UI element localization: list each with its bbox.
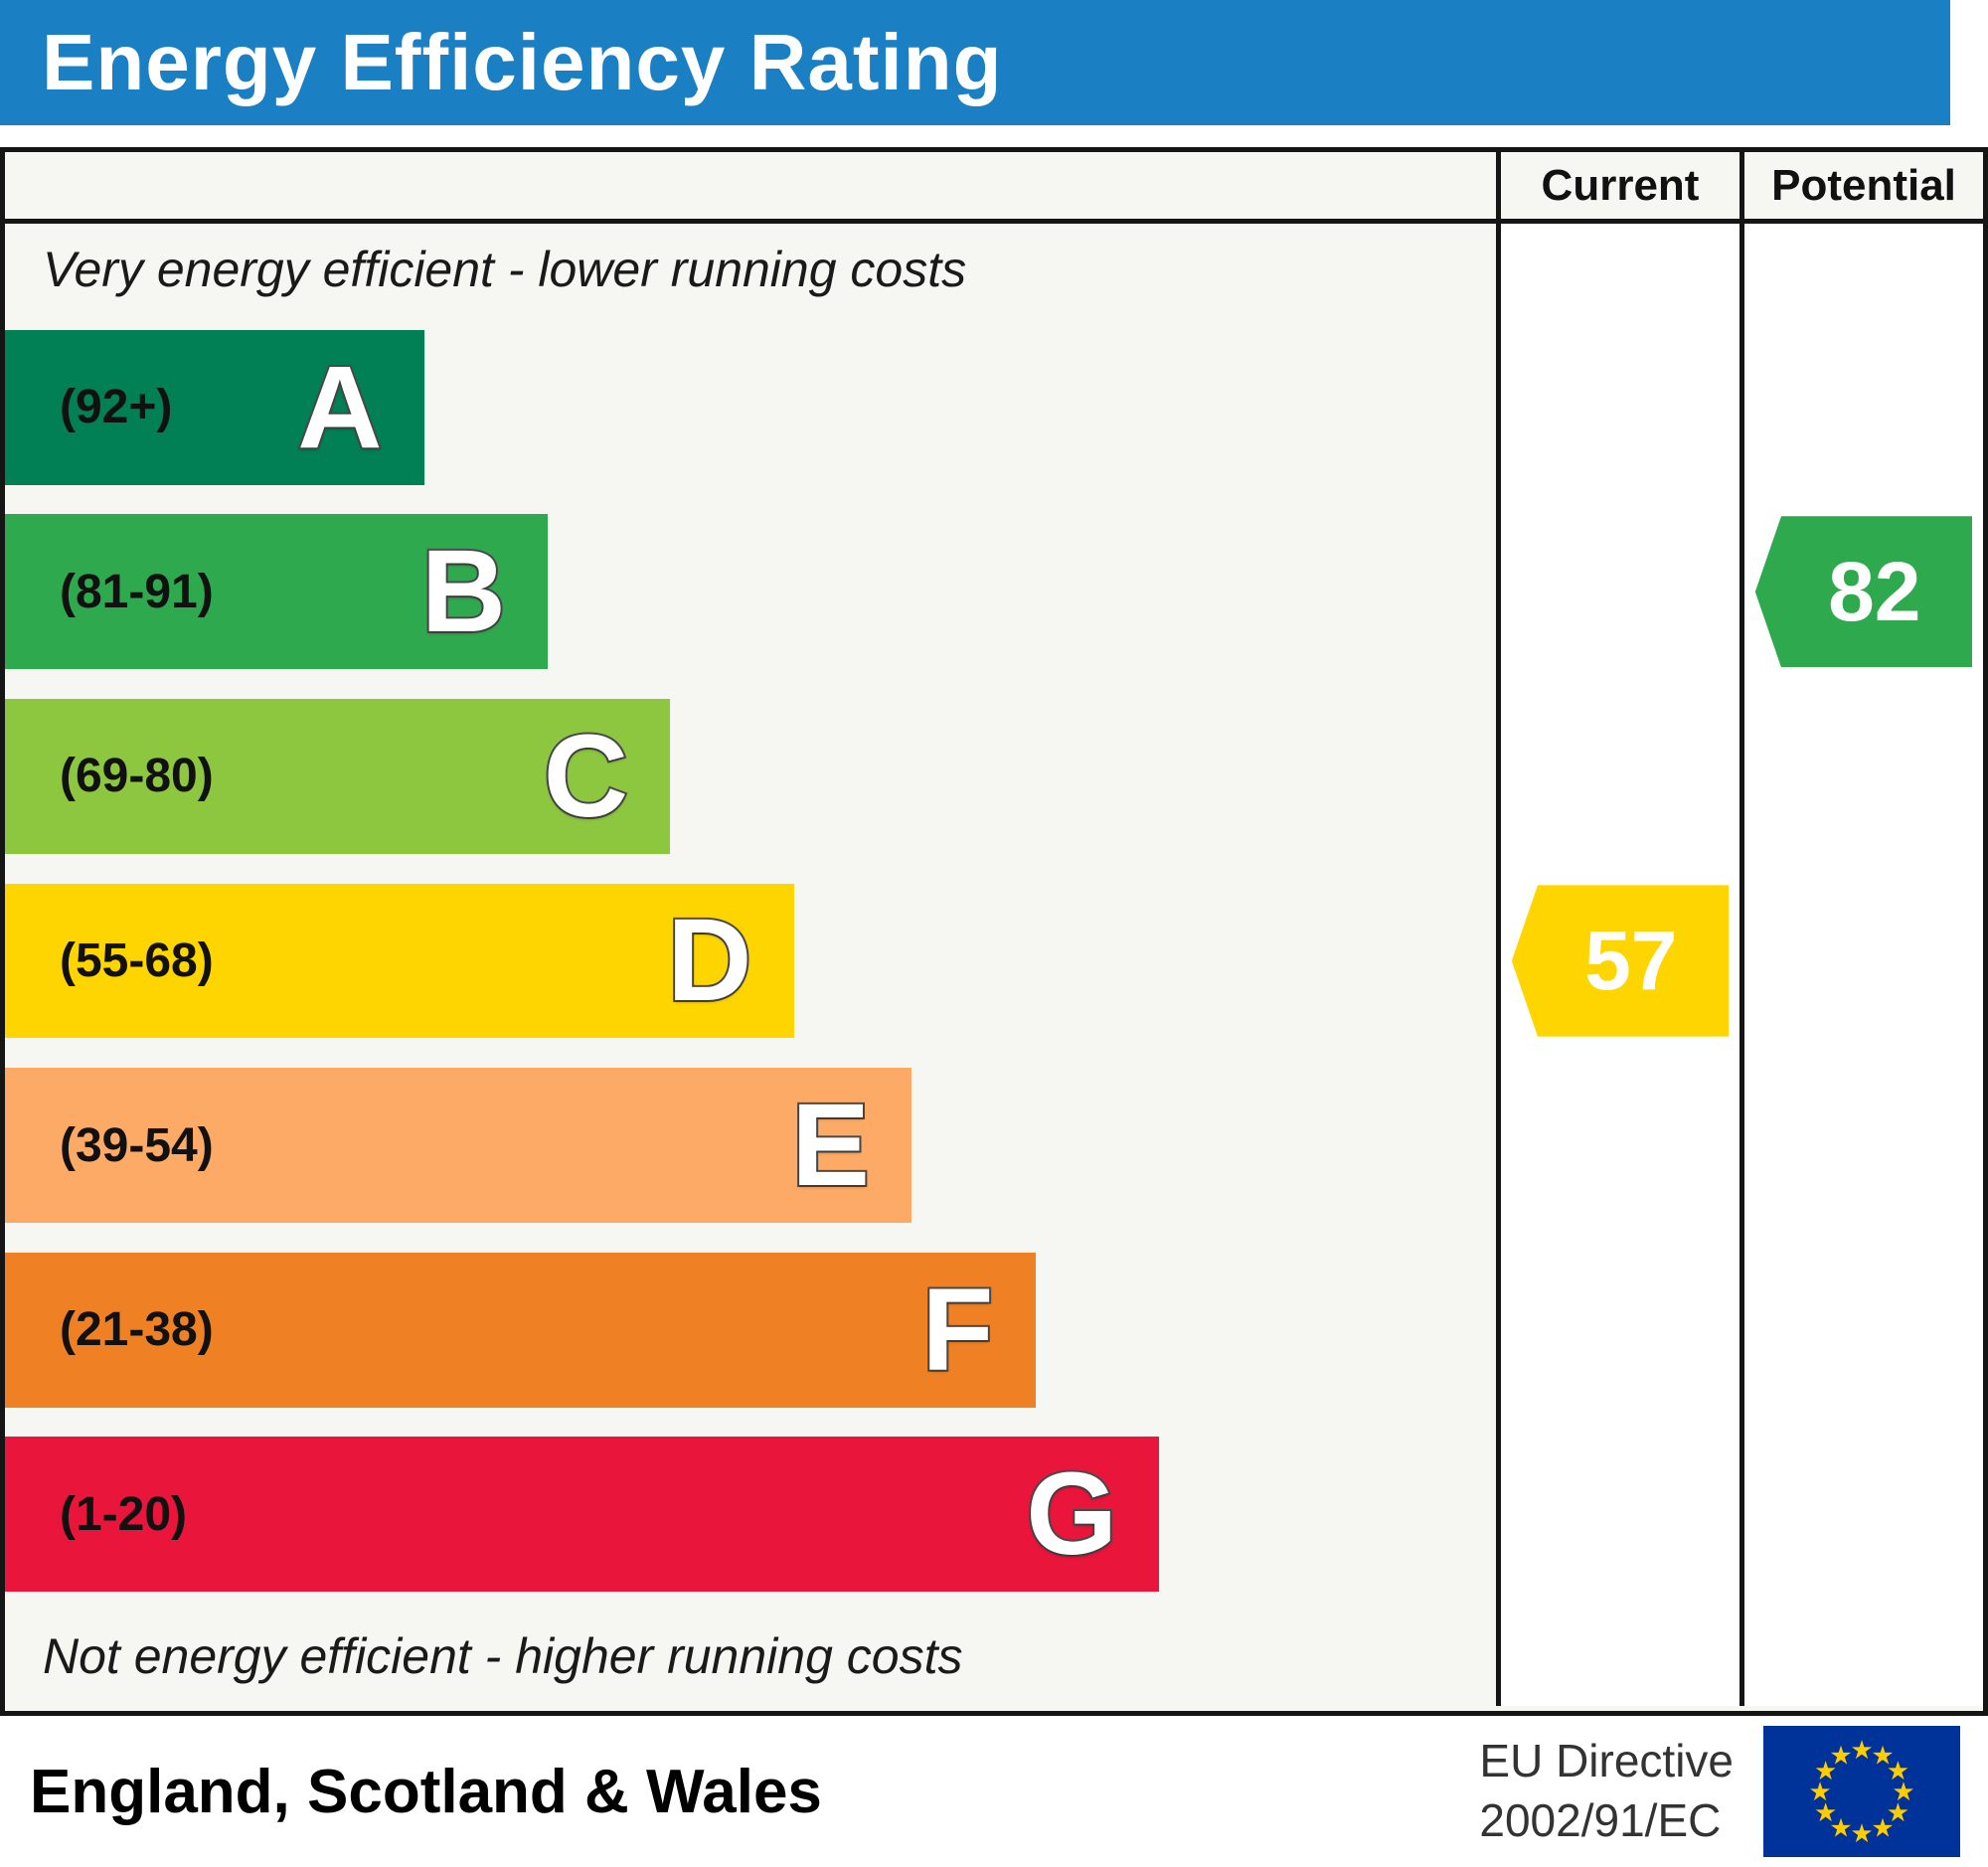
current-column-cell bbox=[1496, 224, 1740, 315]
band-letter-b: B bbox=[419, 526, 508, 658]
eu-flag-star: ★ bbox=[1829, 1812, 1853, 1843]
band-range-c: (69-80) bbox=[60, 750, 214, 803]
epc-chart: Current Potential Very energy efficient … bbox=[0, 147, 1988, 1716]
footer: England, Scotland & Wales EU Directive 2… bbox=[0, 1716, 1988, 1867]
eu-flag-icon: ★ ★ ★ ★ ★ ★ ★ ★ ★ ★ ★ ★ bbox=[1763, 1726, 1960, 1857]
band-letter-g: G bbox=[1024, 1448, 1119, 1581]
current-column-cell bbox=[1496, 1053, 1740, 1238]
potential-rating-arrow: 82 bbox=[1754, 516, 1973, 668]
chart-body: Very energy efficient - lower running co… bbox=[5, 224, 1983, 1706]
potential-column-cell bbox=[1740, 868, 1983, 1054]
band-letter-e: E bbox=[789, 1080, 872, 1212]
band-row-e: (39-54) E bbox=[5, 1053, 1496, 1238]
band-bar-d: (55-68) D bbox=[5, 883, 794, 1039]
eu-flag-star: ★ bbox=[1813, 1797, 1838, 1827]
current-column-cell bbox=[1496, 315, 1740, 500]
current-rating-value: 57 bbox=[1584, 913, 1678, 1007]
band-bar-g: (1-20) G bbox=[5, 1437, 1159, 1593]
eu-flag-star: ★ bbox=[1850, 1735, 1874, 1765]
band-row-d: (55-68) D bbox=[5, 868, 1496, 1054]
eu-flag-star: ★ bbox=[1871, 1740, 1895, 1771]
band-range-f: (21-38) bbox=[60, 1303, 214, 1357]
potential-column-cell bbox=[1740, 1237, 1983, 1423]
current-column-cell bbox=[1496, 684, 1740, 869]
current-column-header: Current bbox=[1496, 152, 1740, 219]
band-range-b: (81-91) bbox=[60, 565, 214, 618]
band-letter-c: C bbox=[542, 710, 630, 842]
current-column-cell bbox=[1496, 1422, 1740, 1607]
potential-column-cell bbox=[1740, 1422, 1983, 1607]
eu-flag-star: ★ bbox=[1829, 1740, 1853, 1771]
eu-flag-star: ★ bbox=[1886, 1756, 1910, 1785]
column-header-row: Current Potential bbox=[5, 152, 1983, 224]
eu-flag-star: ★ bbox=[1813, 1756, 1838, 1785]
potential-column-cell bbox=[1740, 315, 1983, 500]
band-range-e: (39-54) bbox=[60, 1118, 214, 1172]
directive-block: EU Directive 2002/91/EC ★ ★ ★ ★ ★ ★ ★ ★ ★ ★ ★ ★ bbox=[1479, 1726, 1960, 1857]
eu-directive-label: EU Directive 2002/91/EC bbox=[1479, 1732, 1734, 1851]
potential-column-cell bbox=[1740, 1053, 1983, 1238]
band-row-f: (21-38) F bbox=[5, 1237, 1496, 1423]
header-spacer bbox=[5, 152, 1496, 219]
band-bar-b: (81-91) B bbox=[5, 514, 548, 670]
band-row-c: (69-80) C bbox=[5, 684, 1496, 869]
potential-column-cell bbox=[1740, 1606, 1983, 1706]
potential-column-cell bbox=[1740, 224, 1983, 315]
band-row-a: (92+) A bbox=[5, 315, 1496, 500]
page-title: Energy Efficiency Rating bbox=[42, 18, 1003, 106]
eu-flag-star: ★ bbox=[1892, 1777, 1915, 1806]
band-letter-f: F bbox=[919, 1264, 995, 1396]
eu-flag-star: ★ bbox=[1808, 1777, 1832, 1806]
top-caption: Very energy efficient - lower running co… bbox=[5, 224, 1496, 315]
eu-flag-star: ★ bbox=[1850, 1818, 1874, 1848]
band-range-d: (55-68) bbox=[60, 934, 214, 987]
band-range-g: (1-20) bbox=[60, 1487, 188, 1541]
bottom-caption: Not energy efficient - higher running co… bbox=[5, 1606, 1496, 1706]
eu-flag-star: ★ bbox=[1871, 1812, 1895, 1843]
eu-directive-line1: EU Directive bbox=[1479, 1735, 1734, 1787]
current-column-cell: 57 bbox=[1496, 868, 1740, 1054]
band-letter-d: D bbox=[665, 895, 753, 1027]
eu-flag-star: ★ bbox=[1886, 1797, 1910, 1827]
region-label: England, Scotland & Wales bbox=[30, 1757, 822, 1826]
potential-column-cell bbox=[1740, 684, 1983, 869]
title-bar: Energy Efficiency Rating bbox=[0, 0, 1950, 125]
eu-directive-line2: 2002/91/EC bbox=[1479, 1794, 1722, 1846]
band-bar-e: (39-54) E bbox=[5, 1068, 911, 1223]
band-row-g: (1-20) G bbox=[5, 1422, 1496, 1607]
band-bar-c: (69-80) C bbox=[5, 698, 670, 854]
band-bar-a: (92+) A bbox=[5, 329, 424, 485]
band-bar-f: (21-38) F bbox=[5, 1252, 1036, 1408]
current-column-cell bbox=[1496, 1606, 1740, 1706]
potential-column-header: Potential bbox=[1740, 152, 1983, 219]
potential-column-cell: 82 bbox=[1740, 499, 1983, 685]
band-row-b: (81-91) B bbox=[5, 499, 1496, 685]
band-range-a: (92+) bbox=[60, 381, 173, 434]
current-rating-arrow: 57 bbox=[1511, 885, 1730, 1037]
band-letter-a: A bbox=[295, 341, 384, 473]
current-column-cell bbox=[1496, 499, 1740, 685]
current-column-cell bbox=[1496, 1237, 1740, 1423]
potential-rating-value: 82 bbox=[1828, 544, 1921, 638]
